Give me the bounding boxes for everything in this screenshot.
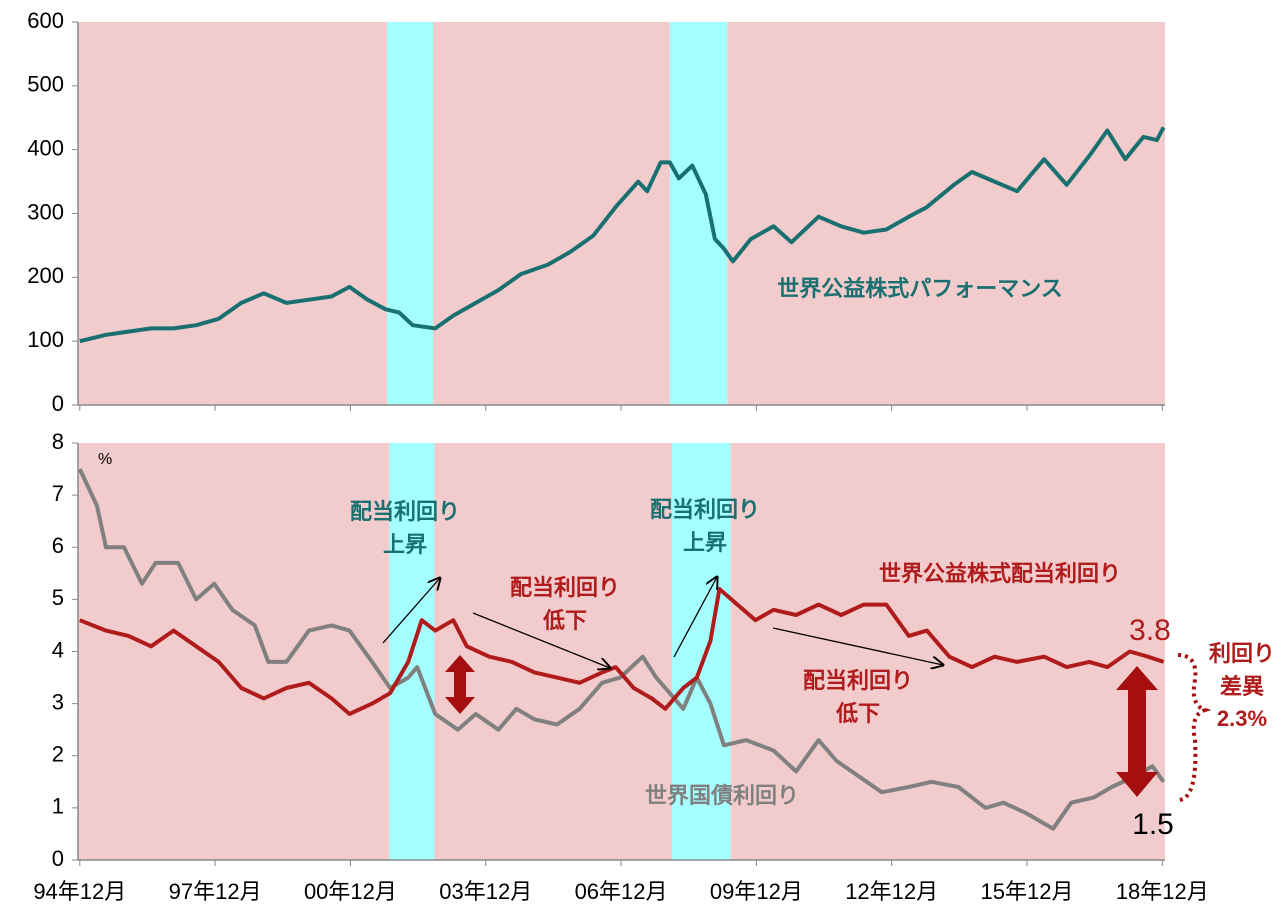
- x-tick-label: 12年12月: [845, 879, 938, 904]
- x-tick-label: 09年12月: [710, 879, 803, 904]
- annotation: 配当利回り: [510, 575, 620, 600]
- brace: [1177, 653, 1212, 802]
- series-label: 世界公益株式パフォーマンス: [777, 276, 1063, 301]
- value-label: 1.5: [1132, 808, 1174, 841]
- y-tick-label: 7: [52, 481, 64, 506]
- y-tick-label: 200: [27, 263, 64, 288]
- y-tick-label: 0: [52, 846, 64, 871]
- double-arrow: [1116, 666, 1158, 797]
- annotation: 低下: [542, 608, 587, 633]
- x-tick-label: 97年12月: [169, 879, 262, 904]
- arrow: [772, 627, 943, 665]
- annotation: 上昇: [383, 532, 427, 557]
- arrow: [673, 577, 717, 658]
- x-tick-label: 15年12月: [981, 879, 1074, 904]
- plots: 0 100 200 300 400 500 600 0 1 2 3 4 5 6 7 8 94年12月 97年12月…: [27, 8, 1208, 904]
- y-tick-label: 600: [27, 8, 64, 33]
- arrows: [382, 577, 943, 668]
- y-tick-label: 8: [52, 429, 64, 454]
- series-label: 世界国債利回り: [645, 783, 799, 808]
- y-unit: %: [98, 451, 112, 468]
- annotation: 利回り: [1209, 641, 1275, 666]
- y-tick-label: 2: [52, 742, 64, 767]
- y-tick-label: 400: [27, 135, 64, 160]
- annotation: 低下: [835, 701, 880, 726]
- x-tick-label: 94年12月: [33, 879, 126, 904]
- x-tick-label: 00年12月: [304, 879, 397, 904]
- annotation: 2.3%: [1217, 706, 1267, 731]
- annotations: 配当利回り 上昇 配当利回り 上昇 配当利回り 低下 配当利回り 低下 3.8 …: [98, 276, 1275, 841]
- plot-background: [78, 443, 1165, 860]
- arrow: [472, 612, 610, 668]
- series-line: [77, 468, 1166, 831]
- y-tick-label: 1: [52, 794, 64, 819]
- y-tick-label: 4: [52, 637, 64, 662]
- y-tick-label: 100: [27, 327, 64, 352]
- annotation: 上昇: [683, 530, 727, 555]
- y-tick-label: 0: [52, 391, 64, 416]
- series-line: [79, 587, 1165, 716]
- annotation: 配当利回り: [650, 497, 760, 522]
- annotation: 配当利回り: [350, 499, 460, 524]
- shaded-region: [386, 22, 433, 405]
- shaded-region: [669, 22, 728, 405]
- x-tick-label: 18年12月: [1116, 879, 1209, 904]
- y-tick-label: 500: [27, 72, 64, 97]
- arrow: [382, 578, 440, 644]
- y-tick-label: 300: [27, 199, 64, 224]
- y-tick-label: 6: [52, 533, 64, 558]
- value-label: 3.8: [1129, 614, 1171, 647]
- annotation: 差異: [1220, 674, 1264, 699]
- y-tick-label: 5: [52, 585, 64, 610]
- y-tick-label: 3: [52, 689, 64, 714]
- series-label: 世界公益株式配当利回り: [879, 561, 1121, 586]
- x-tick-label: 06年12月: [575, 879, 668, 904]
- double-arrow: [445, 655, 475, 714]
- shaded-region: [672, 443, 731, 860]
- x-tick-label: 03年12月: [439, 879, 532, 904]
- series-line: [79, 126, 1166, 344]
- plot-background: [78, 22, 1165, 405]
- annotation: 配当利回り: [803, 668, 913, 693]
